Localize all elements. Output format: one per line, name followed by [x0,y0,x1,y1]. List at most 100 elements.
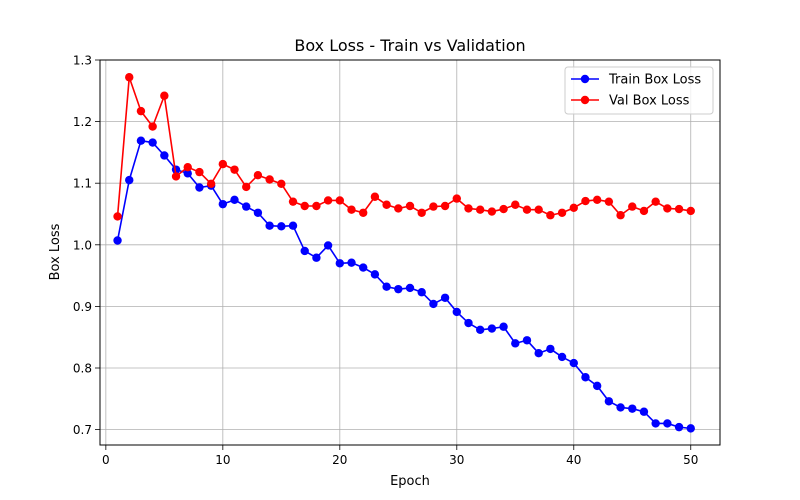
data-point-val [394,204,403,213]
data-point-val [616,211,625,220]
data-point-train [522,336,532,345]
y-tick-label: 1.1 [73,177,92,191]
data-point-val [522,205,532,214]
data-point-train [405,283,415,293]
data-point-train [253,208,263,217]
data-point-val [323,196,333,205]
data-point-train [546,344,555,354]
data-point-train [628,404,637,413]
data-point-train [686,424,695,433]
x-tick-label: 30 [449,453,464,467]
x-axis-label: Epoch [390,474,430,489]
data-point-val [359,208,368,217]
data-point-train [499,322,508,331]
x-tick-label: 10 [215,453,230,467]
data-point-val [160,91,169,100]
data-point-train [581,373,590,382]
data-point-train [195,183,204,192]
data-point-train [651,419,660,428]
data-point-val [674,204,684,214]
data-point-train [370,270,380,279]
data-point-val [288,197,298,206]
data-point-val [347,205,356,214]
data-point-train [136,136,146,145]
data-point-train [417,288,426,297]
data-point-val [195,167,204,177]
data-point-train [487,324,497,333]
data-point-val [663,204,672,213]
y-tick-label: 1.2 [73,115,92,129]
legend-entry-train: Train Box Loss [571,73,701,88]
data-point-train [604,397,614,406]
data-point-val [440,201,450,211]
data-point-val [265,175,274,184]
data-point-train [288,221,298,230]
data-point-val [277,179,286,189]
series-line-train [116,139,691,430]
legend-entry-val: Val Box Loss [571,94,690,109]
legend: Train Box Loss Val Box Loss [564,66,714,115]
data-point-train [440,293,450,302]
data-point-val [382,200,391,209]
legend-label-val: Val Box Loss [609,94,690,109]
y-tick-label: 0.9 [73,300,92,314]
data-point-val [651,197,660,206]
data-point-val [125,73,134,82]
grid [100,59,720,445]
legend-box [564,66,714,115]
data-point-val [253,170,263,180]
x-tick-label: 50 [683,453,698,467]
data-point-train [171,165,181,174]
y-tick-label: 1.0 [73,238,92,252]
data-point-train [148,138,157,147]
series-train [113,136,695,433]
data-point-train [674,422,684,432]
data-point-train [639,407,649,416]
data-point-val [464,204,473,213]
legend-marker-train [580,74,590,84]
data-point-val [312,201,321,211]
data-point-train [323,241,333,250]
data-point-val [592,195,602,205]
data-point-val [511,200,520,209]
data-point-val [300,201,309,211]
data-point-val [628,202,637,211]
data-point-train [183,169,192,178]
data-point-val [534,205,543,214]
data-point-train [277,222,286,231]
y-tick-label: 0.7 [73,423,92,437]
chart-title: Box Loss - Train vs Validation [294,36,525,55]
data-point-val [405,201,415,211]
data-point-val [581,196,590,206]
data-point-train [511,339,520,348]
axis-ticks: 0 10 20 30 40 50 0.7 0.8 0.9 1.0 1.1 1.2 1.3 [73,54,698,468]
data-point-train [113,236,122,245]
data-point-train [347,258,356,267]
data-point-val [499,204,508,214]
data-point-train [335,259,345,268]
data-point-val [113,212,122,221]
data-point-val [171,172,181,181]
data-point-train [616,403,625,412]
data-point-train [534,349,543,358]
data-point-train [452,307,461,317]
data-point-train [265,221,274,230]
data-point-train [382,282,391,291]
data-point-train [557,352,567,362]
data-point-train [300,246,309,256]
data-point-val [417,208,426,217]
data-point-val [206,179,216,189]
data-point-val [569,203,578,213]
data-point-val [136,106,146,116]
data-point-val [230,165,239,174]
data-point-val [475,205,485,214]
data-point-val [604,197,614,206]
data-point-val [546,211,555,220]
data-point-train [475,325,485,335]
x-tick-label: 40 [566,453,581,467]
data-point-train [592,381,602,391]
data-point-train [394,284,403,294]
data-point-val [218,159,228,169]
y-axis-label: Box Loss [48,223,63,280]
